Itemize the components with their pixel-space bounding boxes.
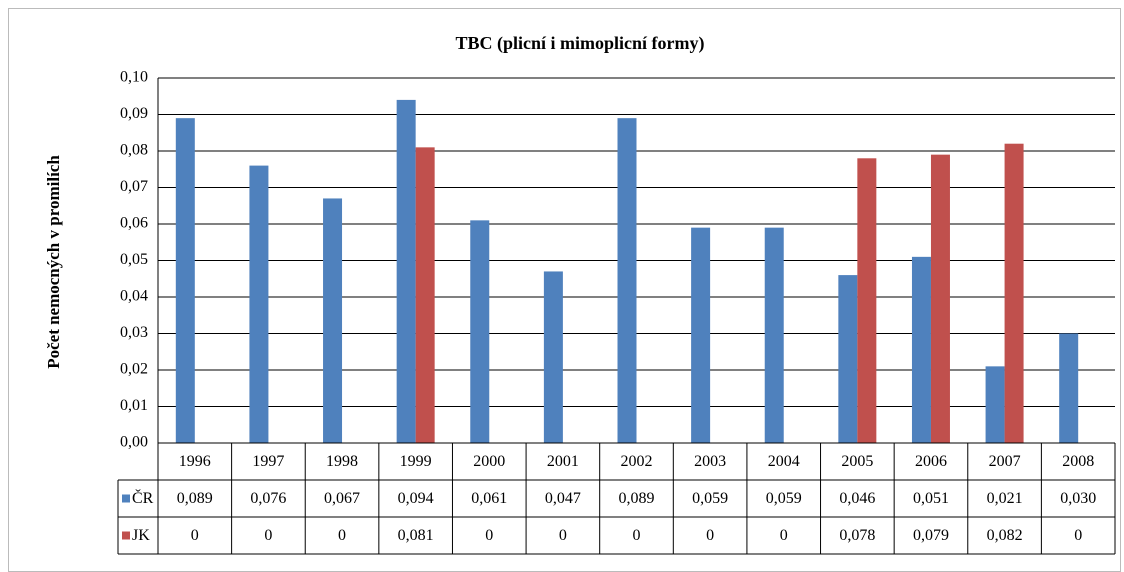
bar bbox=[323, 198, 343, 443]
table-value: 0,047 bbox=[545, 490, 581, 507]
table-value: 0 bbox=[706, 527, 714, 544]
table-value: 0,081 bbox=[398, 527, 434, 544]
legend-label: JK bbox=[132, 527, 150, 544]
y-tick-label: 0,05 bbox=[120, 251, 148, 268]
table-value: 0,078 bbox=[839, 527, 875, 544]
table-value: 0 bbox=[338, 527, 346, 544]
table-value: 0 bbox=[485, 527, 493, 544]
chart-frame bbox=[8, 8, 1121, 572]
table-value: 0,082 bbox=[987, 527, 1023, 544]
bar bbox=[1004, 143, 1024, 443]
legend-swatch bbox=[122, 494, 130, 503]
table-value: 0 bbox=[264, 527, 272, 544]
x-tick-label: 2002 bbox=[621, 453, 653, 470]
y-tick-label: 0,09 bbox=[120, 105, 148, 122]
bar bbox=[1059, 333, 1079, 443]
y-tick-label: 0,08 bbox=[120, 142, 148, 159]
x-tick-label: 1999 bbox=[400, 453, 432, 470]
bar bbox=[249, 165, 269, 443]
x-tick-label: 2000 bbox=[473, 453, 505, 470]
table-value: 0,089 bbox=[619, 490, 655, 507]
table-value: 0,059 bbox=[766, 490, 802, 507]
table-value: 0,079 bbox=[913, 527, 949, 544]
chart-title: TBC (plicní i mimoplicní formy) bbox=[456, 33, 705, 54]
x-tick-label: 2004 bbox=[768, 453, 800, 470]
y-tick-label: 0,03 bbox=[120, 324, 148, 341]
y-tick-label: 0,07 bbox=[120, 178, 148, 195]
table-value: 0 bbox=[191, 527, 199, 544]
y-tick-label: 0,01 bbox=[120, 397, 148, 414]
bar bbox=[911, 256, 931, 443]
y-axis-label: Počet nemocných v promilích bbox=[44, 155, 63, 369]
x-tick-label: 1998 bbox=[326, 453, 358, 470]
x-tick-label: 2003 bbox=[694, 453, 726, 470]
x-tick-label: 2005 bbox=[841, 453, 873, 470]
x-tick-label: 2001 bbox=[547, 453, 579, 470]
y-tick-label: 0,10 bbox=[120, 69, 148, 86]
table-value: 0 bbox=[1074, 527, 1082, 544]
table-value: 0 bbox=[780, 527, 788, 544]
bar bbox=[985, 366, 1005, 443]
table-value: 0,051 bbox=[913, 490, 949, 507]
bar bbox=[764, 227, 784, 443]
x-tick-label: 2007 bbox=[989, 453, 1021, 470]
y-tick-label: 0,06 bbox=[120, 215, 148, 232]
table-value: 0,021 bbox=[987, 490, 1023, 507]
bar bbox=[175, 118, 195, 444]
table-value: 0,061 bbox=[471, 490, 507, 507]
bar bbox=[857, 158, 877, 444]
bar bbox=[617, 118, 637, 444]
bar bbox=[838, 275, 858, 443]
bar bbox=[470, 220, 490, 443]
bar bbox=[930, 154, 950, 443]
x-tick-label: 1997 bbox=[252, 453, 284, 470]
table-value: 0,067 bbox=[324, 490, 360, 507]
bar bbox=[396, 99, 416, 444]
bar bbox=[415, 147, 435, 443]
bar bbox=[543, 271, 563, 443]
table-value: 0,089 bbox=[177, 490, 213, 507]
table-value: 0,094 bbox=[398, 490, 434, 507]
table-value: 0,076 bbox=[250, 490, 286, 507]
legend-label: ČR bbox=[132, 488, 154, 507]
y-tick-label: 0,00 bbox=[120, 434, 148, 451]
table-value: 0 bbox=[633, 527, 641, 544]
y-tick-label: 0,02 bbox=[120, 361, 148, 378]
x-tick-label: 2006 bbox=[915, 453, 947, 470]
table-value: 0,046 bbox=[839, 490, 875, 507]
y-tick-label: 0,04 bbox=[120, 288, 148, 305]
table-value: 0,059 bbox=[692, 490, 728, 507]
x-tick-label: 1996 bbox=[179, 453, 211, 470]
legend-swatch bbox=[122, 531, 130, 540]
x-tick-label: 2008 bbox=[1062, 453, 1094, 470]
table-value: 0,030 bbox=[1060, 490, 1096, 507]
bar bbox=[691, 227, 711, 443]
table-value: 0 bbox=[559, 527, 567, 544]
